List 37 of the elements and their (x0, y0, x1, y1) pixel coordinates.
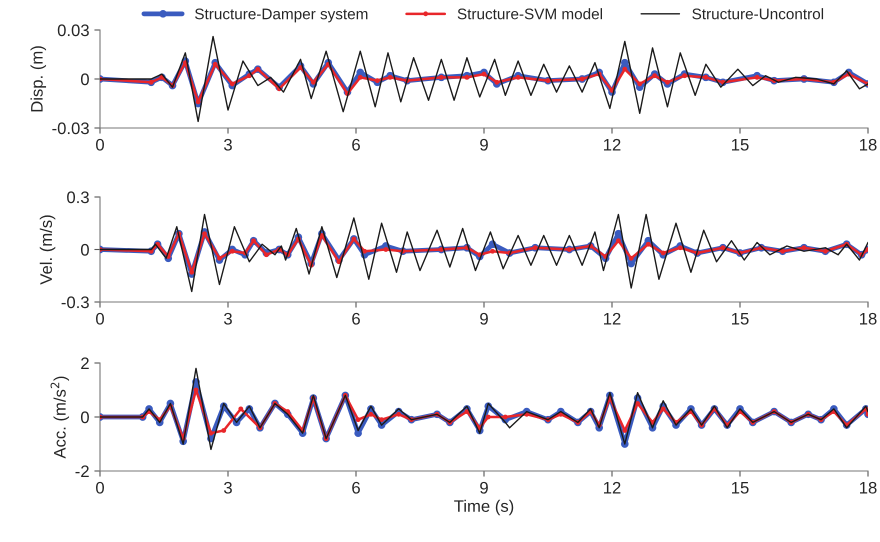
y-tick-label: 2 (81, 357, 89, 370)
x-tick-label: 12 (604, 312, 620, 324)
y-tick-label: 0.03 (58, 24, 89, 36)
y-tick-label: -0.3 (62, 296, 89, 308)
x-tick-label: 18 (860, 482, 877, 494)
x-tick-label: 6 (352, 312, 360, 325)
x-tick-label: 15 (732, 139, 749, 151)
x-tick-label: 0 (96, 482, 104, 494)
y-tick-label: 0 (80, 73, 89, 86)
y-tick-label: -2 (76, 465, 89, 478)
legend-label: Structure-Uncontrol (692, 8, 824, 20)
y-tick-label: 0 (80, 411, 89, 424)
x-tick-label: 0 (96, 312, 104, 325)
x-tick-label: 9 (480, 482, 488, 494)
y-tick-label: 0 (80, 244, 89, 256)
x-tick-label: 3 (224, 482, 232, 494)
x-tick-label: 3 (224, 138, 232, 151)
legend-label: Structure-Damper system (195, 8, 368, 22)
x-tick-label: 15 (732, 313, 749, 325)
x-tick-label: 6 (352, 138, 360, 151)
x-tick-label: 15 (732, 482, 749, 494)
x-tick-label: 12 (604, 482, 620, 494)
y-tick-label: 0.3 (67, 191, 89, 204)
x-tick-label: 18 (860, 312, 877, 325)
y-tick-label: -0.03 (52, 122, 89, 134)
y-axis-title: Vel. (m/s) (40, 215, 56, 285)
y-axis-title: Disp. (m) (30, 46, 46, 112)
legend-label: Structure-SVM model (458, 8, 602, 20)
x-tick-label: 6 (352, 482, 360, 494)
x-tick-label: 9 (480, 138, 488, 151)
x-axis-title: Time (s) (454, 500, 514, 516)
x-tick-label: 9 (480, 312, 488, 325)
x-tick-label: 3 (224, 312, 232, 325)
y-axis-title: Acc. (m/s$^{2}$) (50, 376, 70, 459)
x-tick-label: 12 (604, 138, 620, 150)
x-tick-label: 18 (860, 138, 877, 151)
x-tick-label: 0 (96, 138, 104, 151)
